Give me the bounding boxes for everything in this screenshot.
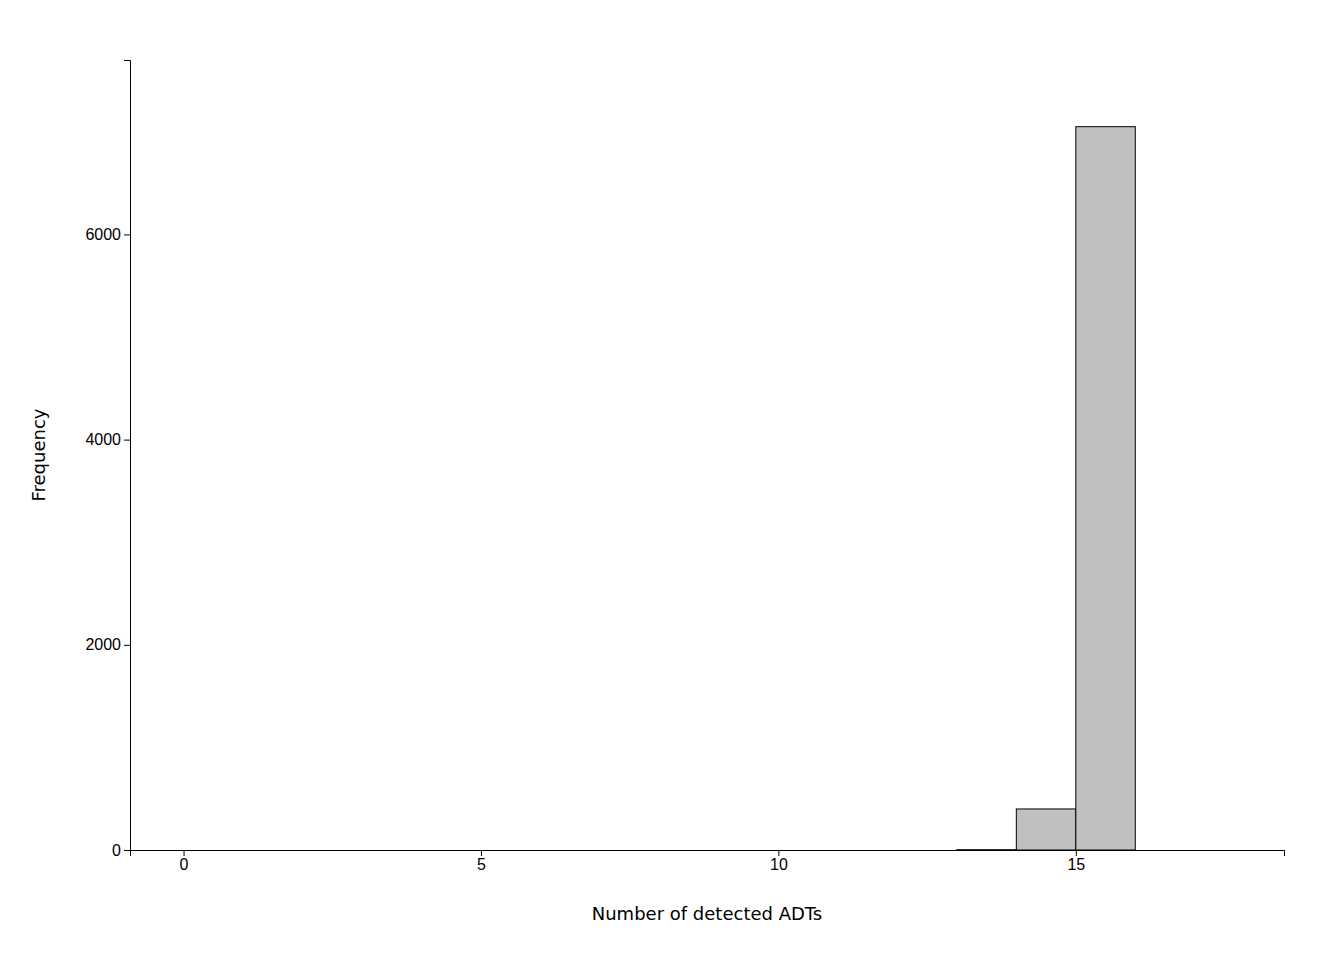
histogram-bar [600, 850, 659, 851]
histogram-bar [957, 849, 1016, 850]
y-axis-title: Frequency [28, 408, 49, 501]
x-tick: 0 [180, 850, 189, 873]
histogram-bar [540, 850, 599, 851]
y-tick-label: 0 [112, 842, 121, 859]
y-tick-mark [124, 440, 130, 441]
x-tick-label: 10 [770, 856, 788, 873]
histogram-bar [1016, 809, 1075, 850]
histogram-bar [481, 850, 540, 851]
x-tick: 15 [1067, 850, 1085, 873]
histogram-bar [243, 850, 302, 851]
x-tick-mark [1076, 850, 1077, 856]
histogram-bar [778, 850, 837, 851]
y-axis: 0 2000 4000 6000 [85, 61, 130, 859]
x-tick-mark [778, 850, 779, 856]
plot-area: 0 5 10 15 0 2000 4000 6000 [85, 61, 1284, 874]
x-tick-label: 0 [180, 856, 189, 873]
y-tick-label: 4000 [85, 431, 121, 448]
histogram-bar [838, 850, 897, 851]
y-tick: 4000 [85, 431, 130, 448]
histogram-bar [1135, 850, 1194, 851]
histogram-bar [184, 850, 243, 851]
histogram-bar [1076, 127, 1135, 850]
x-tick-mark [481, 850, 482, 856]
x-tick: 5 [477, 850, 486, 873]
histogram-bar [303, 850, 362, 851]
histogram-bar [897, 850, 956, 851]
histogram-bar [719, 850, 778, 851]
chart: 0 5 10 15 0 2000 4000 6000 Number of detected AD… [0, 0, 1344, 960]
bars [957, 127, 1135, 850]
x-tick-label: 15 [1067, 856, 1085, 873]
histogram-bar [421, 850, 480, 851]
y-tick-label: 2000 [85, 636, 121, 653]
histogram-bar [659, 850, 718, 851]
x-axis: 0 5 10 15 [131, 850, 1285, 873]
y-tick-mark [124, 645, 130, 646]
x-tick: 10 [770, 850, 788, 873]
y-tick: 0 [112, 842, 130, 859]
x-axis-line [131, 851, 1285, 857]
x-tick-mark [184, 850, 185, 856]
x-axis-title: Number of detected ADTs [592, 903, 822, 924]
y-tick: 6000 [85, 226, 130, 243]
y-tick-mark [124, 850, 130, 851]
y-tick-mark [124, 234, 130, 235]
histogram-bar [362, 850, 421, 851]
x-tick-label: 5 [477, 856, 486, 873]
y-axis-line [124, 61, 131, 851]
y-tick: 2000 [85, 636, 130, 653]
y-tick-label: 6000 [85, 226, 121, 243]
